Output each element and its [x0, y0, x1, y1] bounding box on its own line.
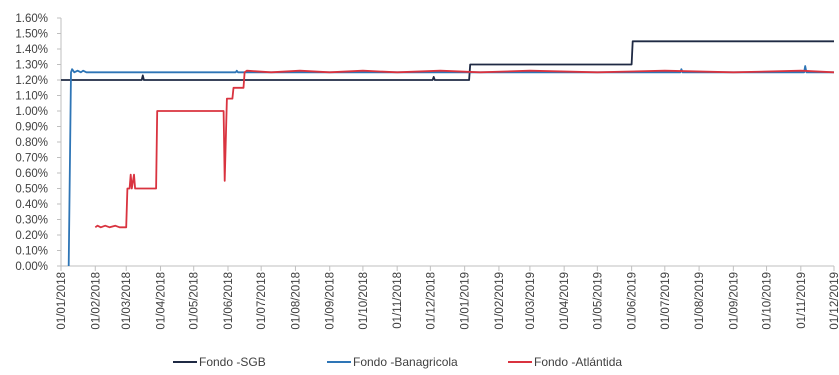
y-axis: 0.00% 0.10% 0.20% 0.30% 0.40% 0.50% 0.60% 0.70%…: [15, 13, 62, 273]
x-tick-label: 01/09/2018: [325, 272, 337, 330]
series-lines: [61, 40, 835, 267]
x-tick-label: 01/03/2019: [525, 272, 537, 330]
x-tick-label: 01/11/2019: [796, 272, 808, 329]
x-tick-label: 01/08/2018: [290, 272, 302, 330]
x-tick-label: 01/02/2018: [90, 272, 102, 330]
x-axis: 01/01/2018 01/02/2018 01/03/2018 01/04/2018…: [56, 265, 839, 330]
legend-label-0: Fondo -SGB: [199, 355, 266, 369]
x-tick-label: 01/02/2019: [494, 272, 506, 330]
y-tick-label: 0.40%: [15, 199, 48, 211]
y-tick-label: 0.00%: [15, 261, 48, 273]
y-tick-label: 1.10%: [15, 91, 48, 103]
x-tick-label: 01/10/2019: [762, 272, 774, 330]
y-tick-label: 1.20%: [15, 75, 48, 87]
x-tick-label: 01/08/2019: [694, 272, 706, 330]
y-tick-label: 0.10%: [15, 246, 48, 258]
x-tick-label: 01/03/2018: [121, 272, 133, 330]
x-tick-label: 01/12/2018: [425, 272, 437, 330]
y-tick-label: 0.50%: [15, 184, 48, 196]
series-line-0: [61, 40, 834, 81]
y-tick-label: 1.60%: [15, 13, 48, 25]
x-tick-label: 01/05/2019: [592, 272, 604, 330]
x-tick-label: 01/07/2018: [256, 272, 268, 330]
x-tick-label: 01/09/2019: [728, 272, 740, 330]
y-tick-label: 0.70%: [15, 153, 48, 165]
x-tick-label: 01/04/2018: [156, 272, 168, 330]
y-tick-label: 1.40%: [15, 44, 48, 56]
x-tick-label: 01/10/2018: [358, 272, 370, 330]
x-tick-label: 01/06/2018: [223, 272, 235, 330]
x-tick-label: 01/01/2019: [460, 272, 472, 330]
y-tick-label: 1.50%: [15, 29, 48, 41]
y-tick-label: 0.60%: [15, 168, 48, 180]
x-tick-label: 01/07/2019: [660, 272, 672, 330]
y-tick-label: 0.80%: [15, 137, 48, 149]
x-tick-label: 01/05/2018: [189, 272, 201, 330]
x-tick-label: 01/04/2019: [559, 272, 571, 330]
legend: Fondo -SGB Fondo -Banagricola Fondo -Atlán…: [173, 355, 622, 369]
y-tick-label: 0.90%: [15, 122, 48, 134]
legend-label-1: Fondo -Banagricola: [353, 355, 458, 369]
y-tick-label: 0.30%: [15, 215, 48, 227]
legend-label-2: Fondo -Atlántida: [534, 355, 622, 369]
x-tick-label: 01/01/2018: [56, 272, 68, 330]
x-tick-label: 01/11/2018: [392, 272, 404, 329]
series-line-2: [94, 69, 835, 229]
x-tick-label: 01/12/2019: [829, 272, 839, 330]
x-tick-label: 01/06/2019: [627, 272, 639, 330]
series-line-1: [67, 65, 834, 267]
y-tick-label: 1.30%: [15, 60, 48, 72]
y-tick-label: 0.20%: [15, 230, 48, 242]
y-tick-label: 1.00%: [15, 106, 48, 118]
